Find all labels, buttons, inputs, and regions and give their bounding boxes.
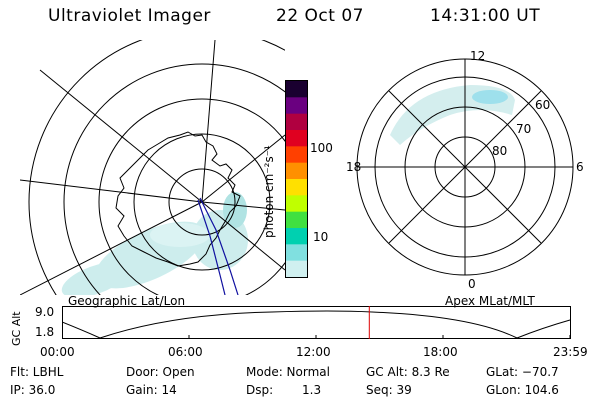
mlat-label-60: 60	[535, 98, 550, 112]
mlt-label-0: 0	[468, 277, 476, 291]
orbit-ytick-9: 9.0	[35, 305, 55, 319]
longitude-lines	[20, 40, 285, 295]
colorbar-band	[286, 130, 307, 147]
colorbar-band	[286, 113, 307, 131]
door-info: Door: Open	[126, 365, 195, 379]
colorbar-band	[286, 244, 307, 262]
gain-info: Gain: 14	[126, 383, 177, 397]
orbit-xtick-0000: 00:00	[40, 345, 75, 359]
orbit-xtick-0600: 06:00	[168, 345, 203, 359]
mlt-label-18: 18	[346, 160, 361, 174]
glon-info: GLon: 104.6	[486, 383, 559, 397]
colorbar-band	[286, 179, 307, 196]
colorbar-band	[286, 146, 307, 164]
orbit-ylabel: GC Alt	[10, 311, 23, 346]
geographic-map	[20, 40, 285, 295]
instrument-title: Ultraviolet Imager	[48, 6, 211, 26]
colorbar-band	[286, 195, 307, 213]
colorbar-tick-10: 10	[313, 230, 329, 244]
dsp-label: Dsp:	[246, 383, 274, 397]
mlt-lines	[357, 59, 573, 275]
aurora-emission-right	[390, 85, 515, 145]
mlat-label-80: 80	[492, 144, 507, 158]
colorbar	[285, 80, 308, 278]
dsp-value: 1.3	[302, 383, 322, 397]
aurora-emission-left	[61, 192, 248, 295]
colorbar-band	[286, 81, 307, 98]
colorbar-band	[286, 162, 307, 180]
orbit-track	[199, 197, 239, 295]
colorbar-band	[286, 260, 307, 278]
mlat-label-70: 70	[516, 122, 531, 136]
orbit-ytick-1-8: 1.8	[35, 325, 55, 339]
colorbar-gradient	[286, 81, 307, 278]
mode-info: Mode: Normal	[246, 365, 330, 379]
observation-date: 22 Oct 07	[276, 6, 364, 26]
right-panel-caption: Apex MLat/MLT	[445, 294, 535, 308]
altitude-curve	[62, 310, 571, 339]
magnetic-polar-map: 12 18 6 0 60 70 80	[346, 49, 584, 291]
latitude-circles	[28, 40, 285, 295]
glat-info: GLat: −70.7	[486, 365, 559, 379]
orbit-xtick-2359: 23:59	[553, 345, 588, 359]
colorbar-band	[286, 211, 307, 229]
seq-info: Seq: 39	[366, 383, 412, 397]
orbit-xticks	[62, 335, 571, 339]
mlt-label-6: 6	[576, 160, 584, 174]
left-panel-caption: Geographic Lat/Lon	[68, 294, 186, 308]
orbit-xtick-1800: 18:00	[423, 345, 458, 359]
colorbar-band	[286, 228, 307, 245]
colorbar-unit-label: photon cm⁻²s⁻¹	[262, 145, 276, 238]
ip-info: IP: 36.0	[10, 383, 56, 397]
gc-alt-info: GC Alt: 8.3 Re	[366, 365, 450, 379]
filter-info: Flt: LBHL	[10, 365, 64, 379]
mlt-label-12: 12	[470, 49, 485, 63]
orbit-altitude-plot	[62, 306, 571, 339]
colorbar-band	[286, 97, 307, 115]
orbit-xtick-1200: 12:00	[296, 345, 331, 359]
coastline	[115, 131, 241, 267]
observation-time: 14:31:00 UT	[430, 6, 541, 26]
colorbar-tick-100: 100	[310, 141, 333, 155]
